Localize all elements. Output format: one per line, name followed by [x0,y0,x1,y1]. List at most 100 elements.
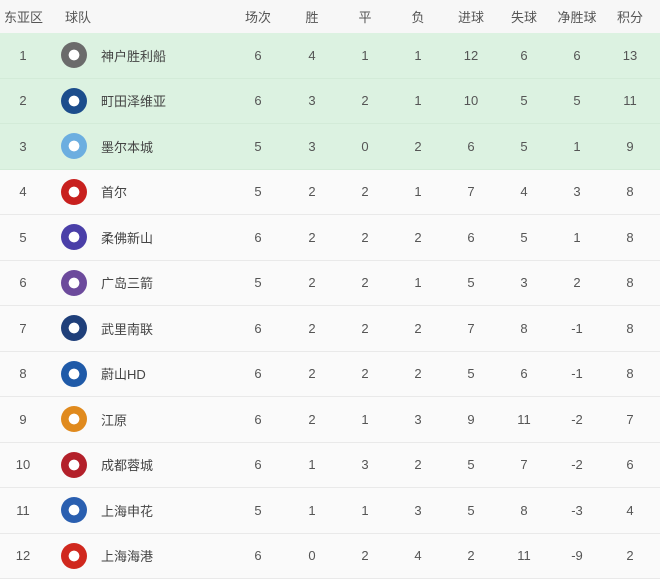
points: 8 [605,352,655,397]
goals-for: 5 [446,352,496,397]
draws: 2 [340,215,390,260]
goals-against: 11 [499,534,549,579]
header-goals-against: 失球 [499,0,549,33]
goals-against: 5 [499,79,549,124]
goals-for: 5 [446,261,496,306]
wins: 2 [287,261,337,306]
draws: 2 [340,261,390,306]
wins: 2 [287,352,337,397]
team-name: 武里南联 [101,319,153,338]
goal-diff: -2 [552,443,602,488]
team-cell[interactable]: 首尔 [65,170,225,215]
played: 6 [233,352,283,397]
goal-diff: 5 [552,79,602,124]
team-cell[interactable]: 江原 [65,397,225,442]
rank: 12 [0,534,48,579]
goal-diff: -9 [552,534,602,579]
wins: 2 [287,306,337,351]
played: 5 [233,170,283,215]
machida-zelvia-logo-icon [61,88,87,114]
goal-diff: -1 [552,306,602,351]
melbourne-city-logo-icon [61,133,87,159]
team-name: 上海申花 [101,501,153,520]
wins: 3 [287,79,337,124]
team-name: 墨尔本城 [101,137,153,156]
played: 6 [233,79,283,124]
team-cell[interactable]: 墨尔本城 [65,124,225,169]
goals-against: 4 [499,170,549,215]
goal-diff: -1 [552,352,602,397]
played: 6 [233,215,283,260]
buriram-logo-icon [61,315,87,341]
played: 5 [233,488,283,533]
goals-for: 10 [446,79,496,124]
team-cell[interactable]: 上海申花 [65,488,225,533]
points: 2 [605,534,655,579]
points: 7 [605,397,655,442]
header-draws: 平 [340,0,390,33]
table-header: 东亚区 球队 场次 胜 平 负 进球 失球 净胜球 积分 [0,0,660,33]
losses: 2 [393,352,443,397]
goals-for: 9 [446,397,496,442]
rank: 9 [0,397,48,442]
goals-against: 8 [499,488,549,533]
team-cell[interactable]: 广岛三箭 [65,261,225,306]
losses: 1 [393,261,443,306]
losses: 2 [393,215,443,260]
goal-diff: 6 [552,33,602,78]
team-name: 蔚山HD [101,364,146,383]
draws: 1 [340,488,390,533]
gangwon-logo-icon [61,406,87,432]
draws: 2 [340,352,390,397]
hiroshima-logo-icon [61,270,87,296]
team-cell[interactable]: 神户胜利船 [65,33,225,78]
draws: 2 [340,534,390,579]
chengdu-logo-icon [61,452,87,478]
team-cell[interactable]: 柔佛新山 [65,215,225,260]
team-cell[interactable]: 町田泽维亚 [65,79,225,124]
shenhua-logo-icon [61,497,87,523]
draws: 3 [340,443,390,488]
losses: 4 [393,534,443,579]
ulsan-logo-icon [61,361,87,387]
goals-for: 2 [446,534,496,579]
goals-for: 7 [446,306,496,351]
losses: 2 [393,306,443,351]
team-cell[interactable]: 蔚山HD [65,352,225,397]
played: 6 [233,397,283,442]
vissel-kobe-logo-icon [61,42,87,68]
team-name: 神户胜利船 [101,46,166,65]
team-cell[interactable]: 成都蓉城 [65,443,225,488]
points: 11 [605,79,655,124]
header-losses: 负 [393,0,443,33]
team-cell[interactable]: 上海海港 [65,534,225,579]
header-goals-for: 进球 [446,0,496,33]
draws: 1 [340,397,390,442]
goals-against: 6 [499,352,549,397]
losses: 1 [393,33,443,78]
points: 8 [605,215,655,260]
goal-diff: -3 [552,488,602,533]
team-cell[interactable]: 武里南联 [65,306,225,351]
goals-for: 6 [446,215,496,260]
rank: 4 [0,170,48,215]
draws: 2 [340,170,390,215]
team-name: 江原 [101,410,127,429]
rank: 1 [0,33,48,78]
rank: 11 [0,488,48,533]
losses: 2 [393,443,443,488]
points: 8 [605,170,655,215]
header-points: 积分 [605,0,655,33]
